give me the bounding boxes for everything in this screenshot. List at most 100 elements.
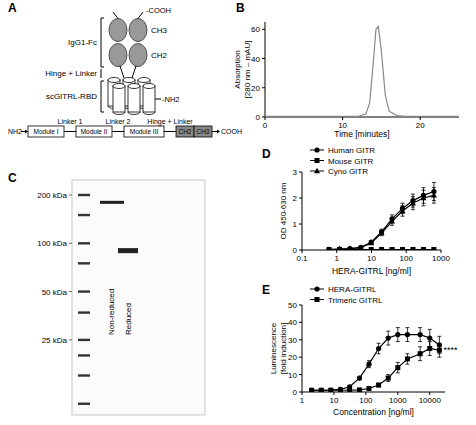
label: scGITRL-RBD [46, 92, 97, 101]
error-bar [377, 383, 381, 386]
fc-domain [129, 19, 147, 42]
marker [427, 346, 432, 351]
error-cap [377, 343, 381, 344]
panel-letter: D [262, 147, 271, 161]
marker [437, 348, 442, 353]
error-bar [396, 328, 400, 342]
y-tick [262, 87, 265, 88]
error-cap [411, 209, 415, 210]
marker [309, 388, 314, 392]
arrowhead [217, 130, 220, 134]
error-cap [432, 203, 436, 204]
label: IgG1-Fc [68, 38, 97, 47]
helix [128, 86, 140, 112]
marker-tick [69, 339, 72, 340]
marker [405, 332, 410, 337]
marker [357, 387, 362, 392]
marker-tick [69, 291, 72, 292]
bracket [101, 81, 102, 112]
bracket [101, 67, 104, 68]
figure: B020406001020Time [minutes]Absorption[28… [0, 0, 476, 425]
marker [369, 247, 374, 250]
linker [164, 131, 176, 132]
error-bar [428, 342, 432, 356]
marker [427, 335, 432, 340]
y-tick-label: 20 [251, 84, 260, 93]
error-cap [418, 360, 422, 361]
marker [319, 388, 324, 392]
helix-bottom [143, 112, 155, 115]
error-cap [390, 225, 394, 226]
ladder-band [78, 311, 90, 313]
domain-label: CH3 [196, 128, 209, 135]
marker [368, 240, 374, 245]
y-tick-label: 60 [251, 25, 260, 34]
marker [389, 218, 395, 223]
fc-box [194, 126, 212, 137]
x-tick [265, 117, 266, 120]
ladder-band [78, 194, 90, 196]
axis-title: Concentration [ng/ml] [333, 407, 414, 417]
x-tick-label: 10000 [419, 396, 442, 405]
error-cap [401, 216, 405, 217]
ladder-band [78, 354, 90, 356]
ladder-band [78, 262, 90, 264]
marker-label: 200 kDa [37, 191, 67, 200]
error-cap [390, 217, 394, 218]
error-cap [386, 381, 390, 382]
legend-marker [314, 286, 319, 291]
error-cap [367, 367, 371, 368]
marker [386, 376, 391, 381]
y-tick-label: 20 [288, 353, 297, 362]
error-cap [396, 362, 400, 363]
marker [376, 346, 381, 351]
label: CH3 [151, 26, 168, 35]
error-cap [396, 341, 400, 342]
series-line [329, 192, 434, 250]
series-line [312, 349, 440, 391]
x-tick-label: 1 [300, 396, 305, 405]
legend-text: Human GITR [328, 146, 375, 155]
ladder-band [78, 214, 90, 216]
marker [366, 362, 371, 367]
error-cap [437, 336, 441, 337]
axis-title: OD 450-630 nm [279, 182, 288, 239]
marker [366, 386, 371, 391]
axis-title-line: OD 450-630 nm [279, 182, 288, 239]
series-line [312, 335, 440, 391]
marker [338, 388, 343, 392]
error-bar [401, 206, 405, 216]
gel [72, 180, 205, 415]
marker [379, 247, 384, 250]
x-tick-label: 100 [359, 396, 373, 405]
marker [337, 246, 343, 250]
error-cap [396, 372, 400, 373]
marker [347, 246, 352, 250]
terminus-line [138, 12, 143, 19]
error-bar [367, 361, 371, 368]
error-cap [411, 194, 415, 195]
error-cap [418, 346, 422, 347]
marker [357, 375, 362, 380]
error-cap [428, 341, 432, 342]
legend-text: Cyno GITR [328, 167, 368, 176]
error-cap [428, 329, 432, 330]
axis-title: Absorption[280 nm – mAU] [233, 41, 252, 99]
x-tick [397, 392, 398, 395]
y-tick [299, 224, 302, 225]
error-cap [405, 353, 409, 354]
error-bar [421, 190, 425, 206]
linker [64, 131, 76, 132]
marker [309, 388, 314, 392]
marker-tick [69, 195, 72, 196]
error-cap [437, 357, 441, 358]
panel-letter: C [8, 171, 17, 185]
error-cap [432, 182, 436, 183]
marker [386, 335, 391, 340]
marker [358, 244, 364, 249]
error-bar [401, 203, 405, 213]
error-bar [377, 343, 381, 353]
marker [405, 356, 410, 361]
series-line [265, 26, 459, 116]
marker [326, 246, 332, 250]
